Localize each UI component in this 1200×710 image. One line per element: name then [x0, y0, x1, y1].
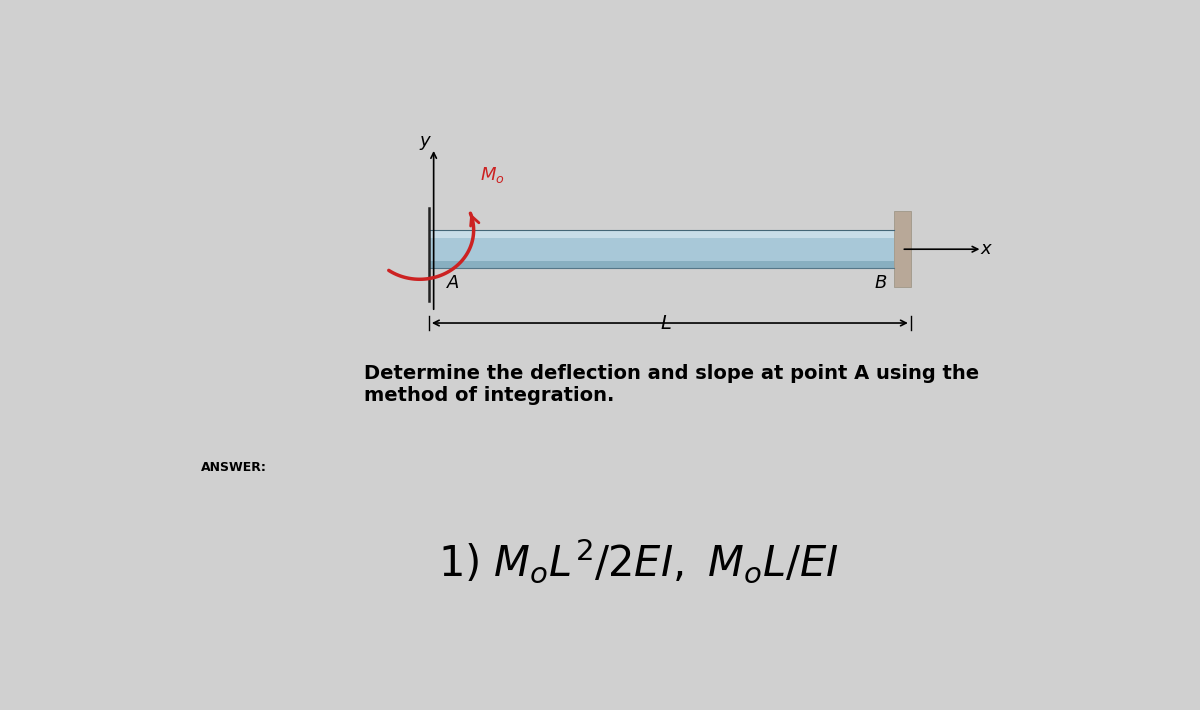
Text: $M_o$: $M_o$ — [480, 165, 505, 185]
Bar — [430, 261, 894, 268]
Text: ANSWER:: ANSWER: — [202, 462, 268, 474]
Text: $A$: $A$ — [445, 274, 460, 292]
Bar — [430, 230, 894, 238]
Bar — [894, 211, 911, 288]
Text: $L$: $L$ — [660, 314, 672, 332]
Text: Determine the deflection and slope at point A using the
method of integration.: Determine the deflection and slope at po… — [364, 364, 979, 405]
Text: 1) $M_oL^2/2EI,\ M_oL/EI$: 1) $M_oL^2/2EI,\ M_oL/EI$ — [438, 537, 839, 585]
Text: $B$: $B$ — [874, 274, 887, 292]
Text: $y$: $y$ — [419, 133, 432, 152]
Text: $x$: $x$ — [980, 240, 994, 258]
Bar — [430, 238, 894, 261]
